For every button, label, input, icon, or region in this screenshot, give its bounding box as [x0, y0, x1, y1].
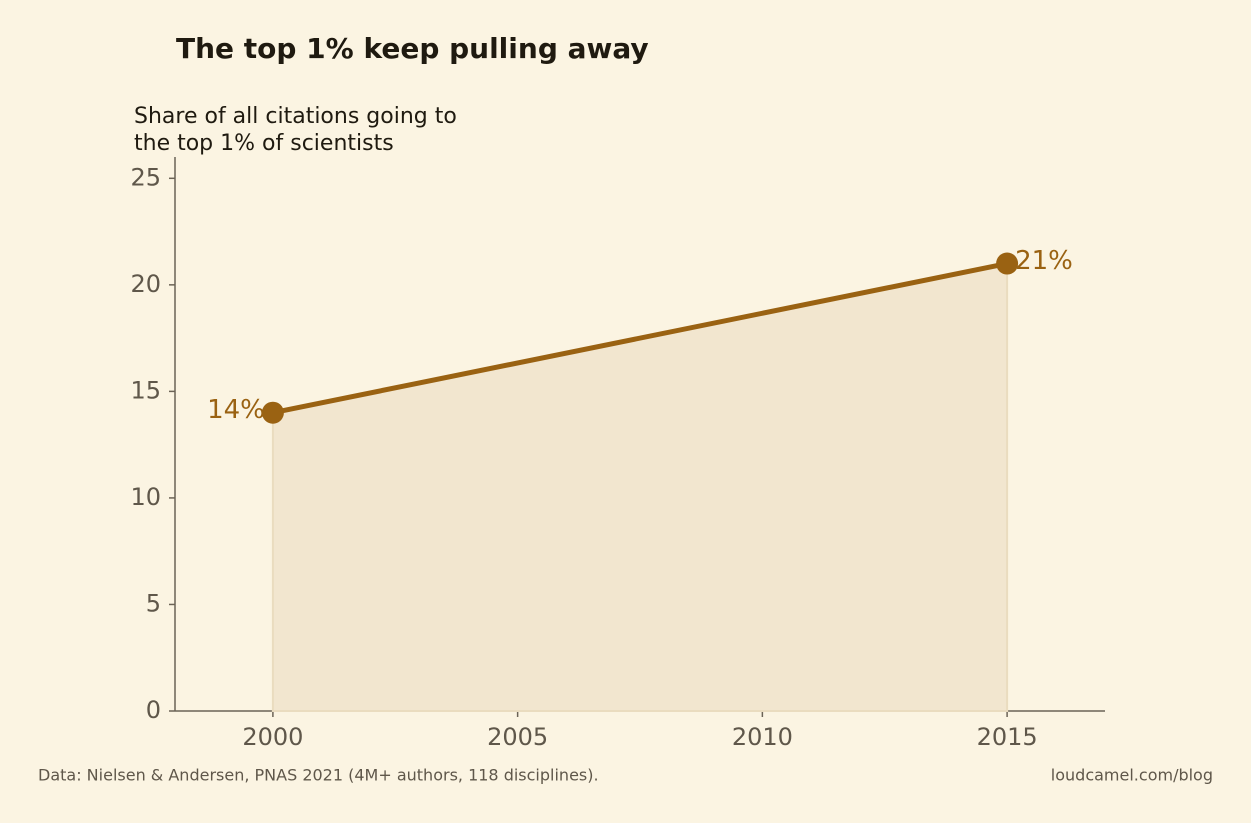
x-tick-label: 2015	[977, 723, 1038, 751]
y-tick-label: 10	[130, 483, 161, 511]
source-note: Data: Nielsen & Andersen, PNAS 2021 (4M+…	[38, 766, 599, 785]
data-label: 21%	[1015, 246, 1073, 276]
y-tick-label: 0	[146, 696, 161, 724]
line	[272, 261, 1008, 416]
y-tick-label: 15	[130, 376, 161, 404]
y-tick-label: 5	[146, 589, 161, 617]
y-tick-label: 25	[130, 163, 161, 191]
data-label: 14%	[207, 395, 265, 425]
chart-title: The top 1% keep pulling away	[176, 32, 649, 65]
y-tick-label: 20	[130, 270, 161, 298]
y-axis-label: the top 1% of scientists	[134, 131, 394, 156]
point	[261, 401, 284, 424]
credit: loudcamel.com/blog	[1051, 766, 1213, 785]
point	[996, 252, 1019, 275]
x-tick-label: 2000	[242, 723, 303, 751]
x-tick-label: 2010	[732, 723, 793, 751]
y-axis-label: Share of all citations going to	[134, 104, 457, 129]
x-tick-label: 2005	[487, 723, 548, 751]
